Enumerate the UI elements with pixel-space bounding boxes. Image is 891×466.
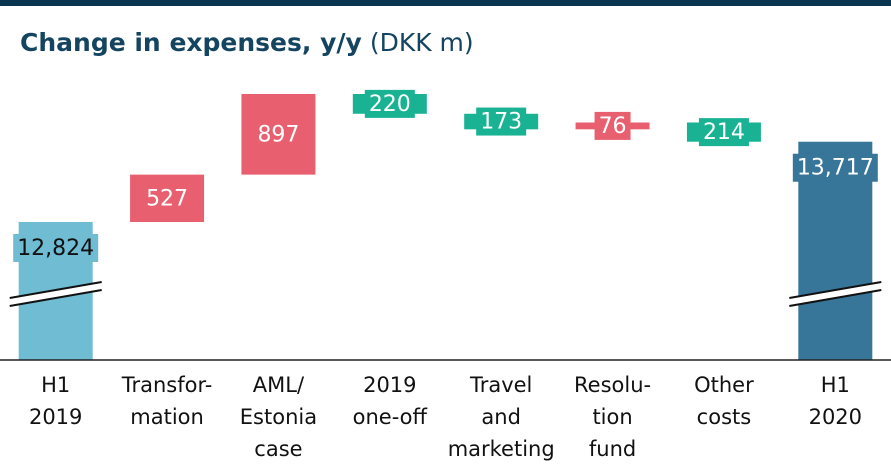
break-line (9, 281, 102, 299)
top-band (0, 0, 891, 6)
unit: (DKK m) (370, 28, 474, 57)
chart-title: Change in expenses, y/y (DKK m) (20, 28, 474, 57)
x-tick-label: H1 (821, 373, 850, 397)
x-tick-label: marketing (448, 437, 555, 461)
x-tick-label: tion (592, 405, 632, 429)
value-label: 12,824 (17, 236, 94, 261)
value-label-bg (253, 120, 304, 149)
break-line (789, 289, 882, 307)
x-tick-label: 2020 (809, 405, 862, 429)
value-label: 76 (599, 114, 627, 139)
x-tick-label: Transfor- (121, 373, 213, 397)
axis-break (789, 281, 882, 307)
x-tick-label: fund (589, 437, 636, 461)
x-tick-label: Estonia (240, 405, 317, 429)
x-tick-label: AML/ (253, 373, 305, 397)
value-label-bg (13, 234, 99, 262)
value-label-bg (698, 118, 749, 147)
x-tick-label: case (254, 437, 302, 461)
x-tick-label: Travel (469, 373, 532, 397)
value-label-bg (142, 184, 193, 213)
value-label: 527 (146, 186, 188, 211)
x-tick-label: one-off (353, 405, 428, 429)
value-label-bg (476, 107, 527, 136)
value-label: 897 (257, 122, 299, 147)
x-tick-label: Other (694, 373, 754, 397)
break-gap (789, 282, 882, 306)
break-line (9, 289, 102, 307)
value-label-bg (594, 111, 631, 140)
value-label: 173 (480, 110, 522, 135)
x-tick-label: 2019 (363, 373, 416, 397)
value-label-bg (364, 89, 415, 118)
value-label: 13,717 (797, 156, 874, 181)
value-label: 214 (703, 120, 745, 145)
value-label: 220 (369, 92, 411, 117)
x-tick-label: H1 (41, 373, 70, 397)
break-gap (9, 282, 102, 306)
axis-break (9, 281, 102, 307)
x-tick-label: costs (697, 405, 752, 429)
title: Change in expenses, y/y (20, 28, 362, 57)
x-tick-label: Resolu- (574, 373, 651, 397)
break-line (789, 281, 882, 299)
value-label-bg (792, 153, 878, 182)
x-tick-label: 2019 (29, 405, 82, 429)
x-tick-label: mation (130, 405, 204, 429)
x-tick-label: and (481, 405, 521, 429)
